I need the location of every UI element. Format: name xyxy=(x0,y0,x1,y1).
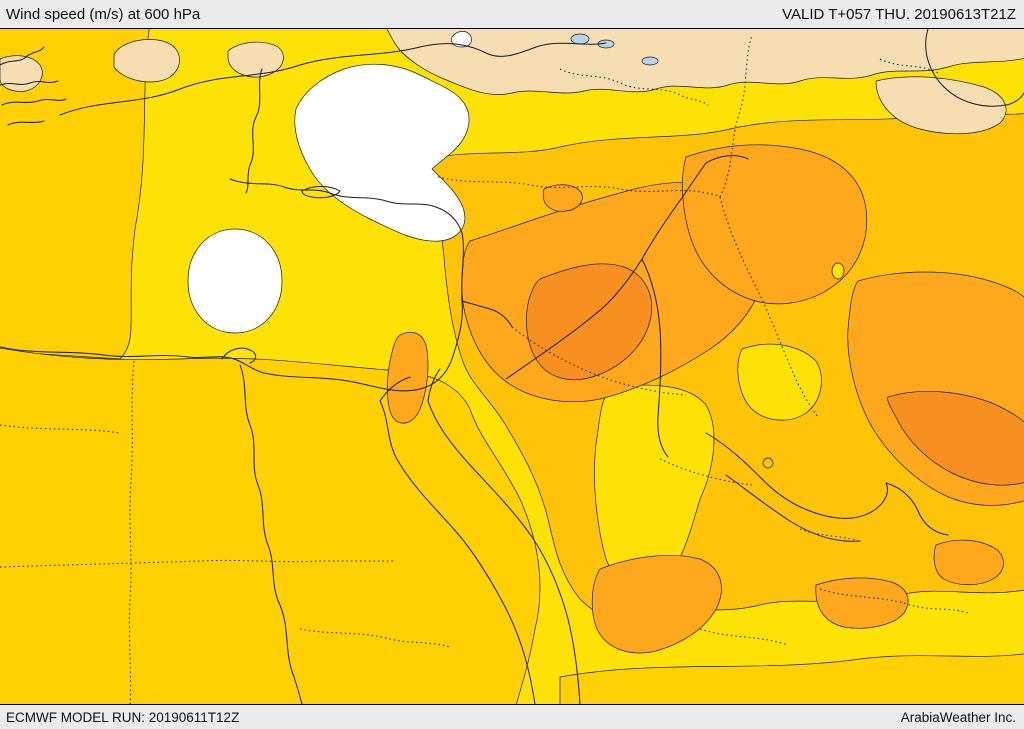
provider-label: ArabiaWeather Inc. xyxy=(900,709,1016,725)
coast-persian-gulf-south xyxy=(725,474,861,542)
contour-deep-orange-east xyxy=(887,391,1024,486)
border-libya-egypt xyxy=(128,360,135,704)
coast-aegean-3 xyxy=(1,98,67,106)
coast-oman xyxy=(885,482,949,536)
coast-aegean-1 xyxy=(0,46,45,66)
border-saudi-interior-1 xyxy=(511,326,687,396)
contour-detail-spot-2 xyxy=(762,457,774,469)
lake-van xyxy=(570,33,590,45)
calm-region-anatolia xyxy=(294,63,470,242)
map-title: Wind speed (m/s) at 600 hPa xyxy=(6,5,201,23)
contour-deep-orange-core xyxy=(526,263,653,381)
border-sudan-eritrea xyxy=(299,628,451,648)
contour-yellow-hole-2 xyxy=(737,343,822,421)
border-iraq-saudi xyxy=(641,258,669,458)
contour-detail-spot-1 xyxy=(831,262,845,280)
contour-gold-bottom xyxy=(559,653,1024,704)
contour-orange-bottom-right-1 xyxy=(815,577,909,629)
coast-mediterranean xyxy=(0,178,464,392)
contour-orange-bottom-right-2 xyxy=(933,539,1004,586)
border-iraq-turkey xyxy=(705,155,749,164)
coast-gulf-aqaba xyxy=(427,368,441,402)
wind-speed-map xyxy=(0,28,1024,705)
contour-orange-bottom-center xyxy=(591,555,722,654)
border-azerbaijan xyxy=(879,58,939,74)
coast-caspian xyxy=(925,29,1024,107)
model-run-label: ECMWF MODEL RUN: 20190611T12Z xyxy=(6,709,240,725)
contour-fill-layer xyxy=(0,29,1024,704)
coast-aegean-2 xyxy=(0,80,59,86)
lakes-layer xyxy=(570,33,659,66)
coast-aegean-4 xyxy=(7,120,45,126)
calm-region-aegean xyxy=(187,228,283,334)
contour-peach-small-2 xyxy=(113,39,180,83)
valid-time-label: VALID T+057 THU. 20190613T21Z xyxy=(782,5,1016,23)
border-saudi-yemen xyxy=(699,628,789,646)
contour-peach-caspian xyxy=(875,76,1007,135)
coast-cyprus xyxy=(301,186,341,199)
contour-peach-small-3 xyxy=(227,41,284,78)
dotted-border-layer xyxy=(0,34,969,704)
footer-bar: ECMWF MODEL RUN: 20190611T12Z ArabiaWeat… xyxy=(0,705,1024,729)
coast-blacksea xyxy=(59,42,607,116)
border-yemen-oman xyxy=(819,588,969,614)
map-canvas xyxy=(0,29,1024,704)
coast-gulf-suez xyxy=(379,376,411,402)
contour-peach-band xyxy=(386,29,1024,95)
coast-west-anatolia xyxy=(245,68,263,194)
coastline-layer xyxy=(0,29,1024,704)
border-uae-qatar xyxy=(799,528,859,542)
contour-gold-africa xyxy=(0,347,541,704)
contour-orange-north xyxy=(682,144,868,305)
solid-border-layer xyxy=(461,155,749,458)
coast-redsea-east xyxy=(427,400,581,704)
border-israel-jordan xyxy=(461,300,513,328)
lake-urmia xyxy=(641,56,659,66)
river-nile xyxy=(239,364,303,704)
coast-persian-gulf-north xyxy=(705,432,889,519)
border-saudi-interior-2 xyxy=(659,458,753,486)
header-bar: Wind speed (m/s) at 600 hPa VALID T+057 … xyxy=(0,0,1024,28)
coast-redsea-west xyxy=(379,400,536,704)
coast-nile-delta xyxy=(221,347,257,364)
contour-peach-small-1 xyxy=(0,55,43,92)
contour-orange-small-north xyxy=(542,184,583,212)
